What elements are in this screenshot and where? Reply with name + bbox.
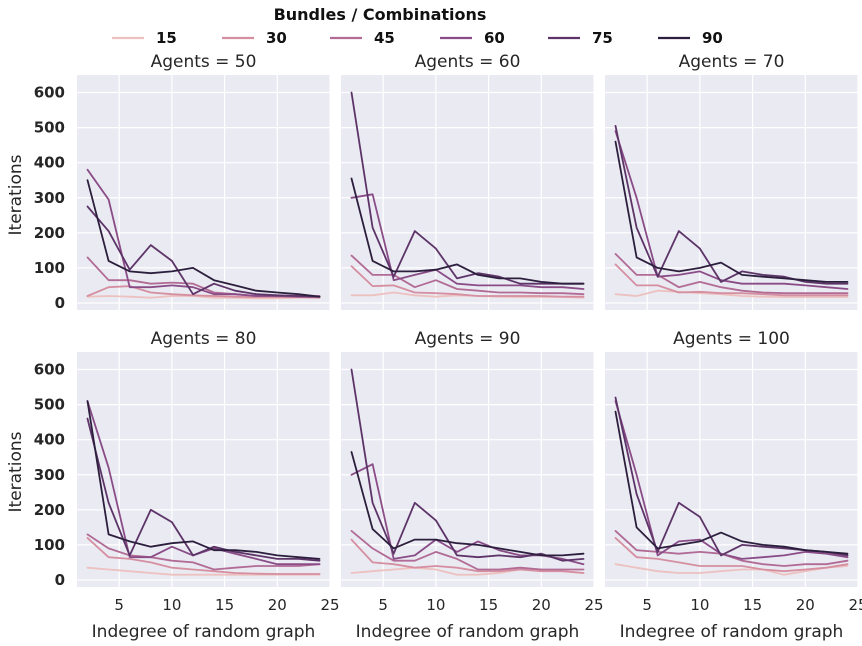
series-line-75 (86, 205, 321, 298)
x-tick-label: 10 (162, 596, 181, 614)
y-tick-label: 200 (34, 501, 65, 519)
series-line-30 (350, 538, 585, 574)
series-line-75 (350, 91, 585, 285)
x-tick-label: 15 (215, 596, 234, 614)
legend-title: Bundles / Combinations (274, 5, 487, 24)
series-line-60 (350, 193, 585, 290)
x-tick-label: 5 (114, 596, 124, 614)
x-tick-label: 5 (642, 596, 652, 614)
series-line-60 (614, 130, 849, 290)
x-tick-label: 10 (426, 596, 445, 614)
y-tick-label: 100 (34, 536, 65, 554)
y-axis-label-top-row: Iterations (6, 154, 26, 235)
series-line-30 (614, 537, 849, 573)
panel-agents-60: Agents = 60 (341, 52, 595, 310)
y-tick-label: 200 (34, 224, 65, 242)
panel-title: Agents = 60 (415, 52, 521, 72)
y-axis-label-bottom-row: Iterations (6, 431, 26, 512)
legend-label-45: 45 (374, 29, 395, 47)
x-tick-label: 25 (320, 596, 339, 614)
panel-title: Agents = 50 (151, 52, 257, 72)
y-tick-label: 100 (34, 259, 65, 277)
series-line-90 (86, 400, 321, 560)
y-tick-label: 0 (55, 294, 65, 312)
series-line-30 (614, 263, 849, 297)
series-line-90 (86, 179, 321, 298)
x-tick-label: 15 (479, 596, 498, 614)
legend-label-75: 75 (592, 29, 613, 47)
y-tick-label: 600 (34, 361, 65, 379)
series-line-75 (86, 417, 321, 562)
series-line-45 (350, 530, 585, 571)
legend-label-90: 90 (702, 29, 723, 47)
x-tick-label: 20 (268, 596, 287, 614)
panel-title: Agents = 80 (151, 329, 257, 349)
y-tick-label: 500 (34, 119, 65, 137)
x-tick-label: 20 (796, 596, 815, 614)
y-tick-label: 500 (34, 396, 65, 414)
panel-agents-50: Agents = 50 0 100 200 300 400 500 600 (34, 52, 331, 312)
series-line-15 (86, 295, 321, 300)
panel-title: Agents = 100 (673, 329, 790, 349)
y-tick-label: 300 (34, 189, 65, 207)
panel-agents-70: Agents = 70 (605, 52, 859, 310)
series-line-45 (350, 254, 585, 296)
y-tick-label: 400 (34, 431, 65, 449)
series-line-15 (614, 289, 849, 298)
series-line-45 (614, 253, 849, 295)
series-line-90 (350, 451, 585, 557)
y-tick-label: 400 (34, 154, 65, 172)
y-tick-label: 300 (34, 466, 65, 484)
series-line-90 (614, 140, 849, 283)
x-tick-label: 10 (690, 596, 709, 614)
x-tick-label: 25 (584, 596, 603, 614)
y-tick-label: 600 (34, 84, 65, 102)
panel-title: Agents = 90 (415, 329, 521, 349)
series-line-90 (614, 410, 849, 555)
series-line-30 (86, 537, 321, 575)
x-axis-label: Indegree of random graph (356, 622, 580, 642)
series-line-90 (350, 177, 585, 285)
panel-title: Agents = 70 (679, 52, 785, 72)
x-tick-label: 25 (848, 596, 862, 614)
series-line-30 (350, 265, 585, 298)
x-tick-label: 15 (743, 596, 762, 614)
series-line-75 (614, 125, 849, 285)
x-tick-label: 20 (532, 596, 551, 614)
series-line-15 (614, 563, 849, 576)
x-axis-label: Indegree of random graph (92, 622, 316, 642)
legend-label-15: 15 (156, 29, 177, 47)
x-axis-label: Indegree of random graph (620, 622, 844, 642)
legend: Bundles / Combinations 15 30 45 60 75 90 (112, 5, 723, 47)
series-line-45 (86, 533, 321, 571)
legend-label-60: 60 (484, 29, 505, 47)
y-tick-label: 0 (55, 571, 65, 589)
x-tick-label: 5 (378, 596, 388, 614)
legend-label-30: 30 (266, 29, 287, 47)
